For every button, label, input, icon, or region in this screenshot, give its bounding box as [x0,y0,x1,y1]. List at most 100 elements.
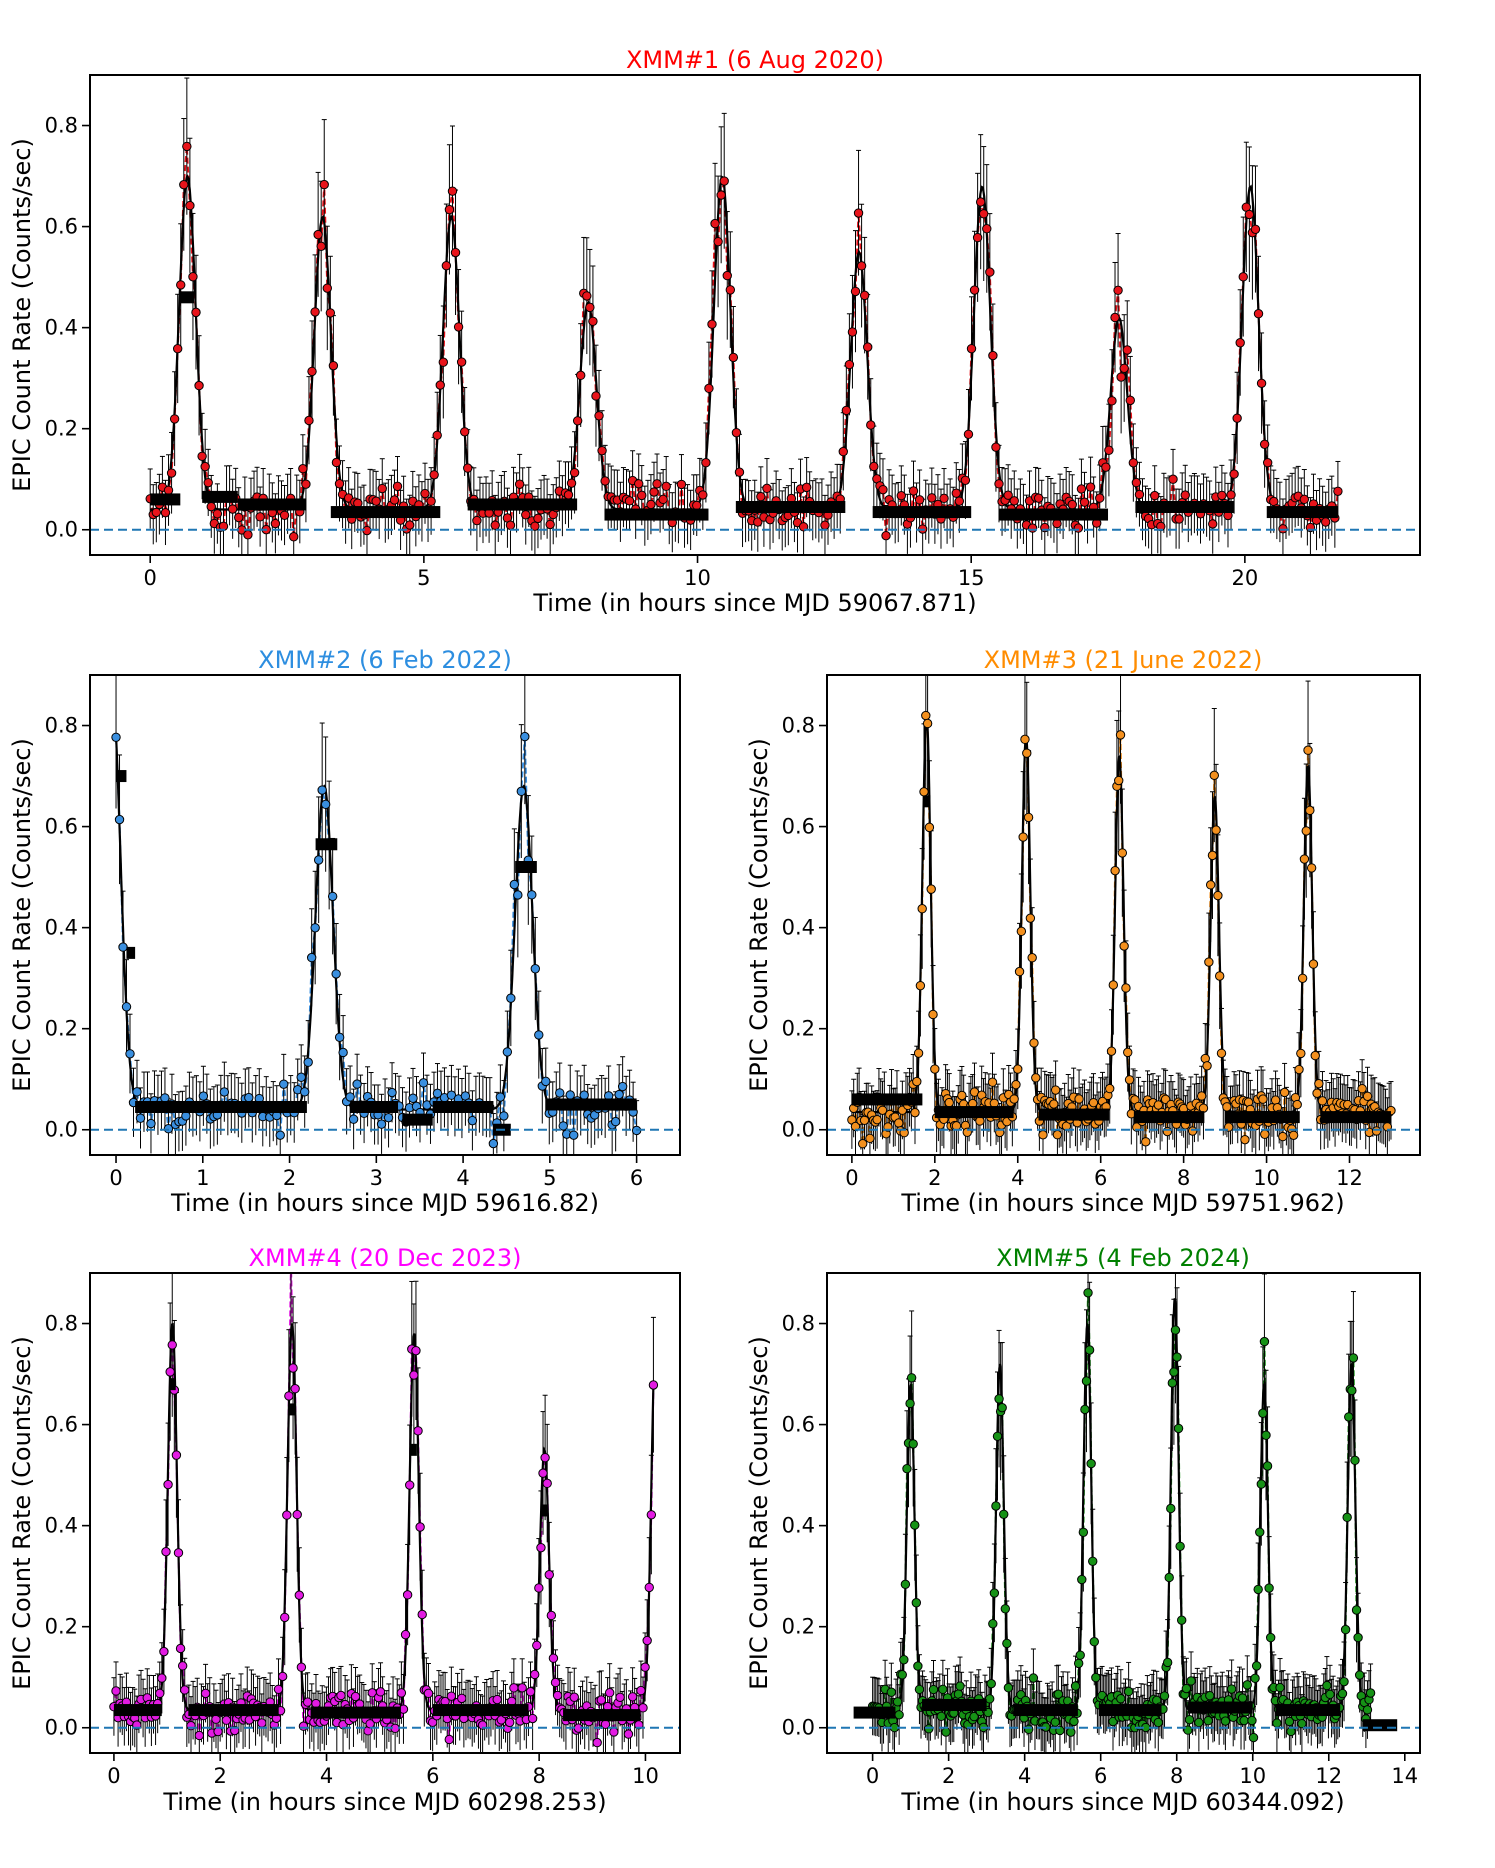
data-point [545,519,555,530]
data-point [722,270,732,281]
data-point [594,411,604,421]
binned-block [853,1706,896,1719]
data-point [298,464,308,474]
data-point [753,517,763,527]
data-point [1106,1046,1117,1056]
y-tick-label: 0.6 [45,215,78,239]
x-tick-label: 1 [196,1166,209,1190]
data-point [838,446,848,457]
data-point [427,1717,438,1728]
data-point [492,1694,502,1705]
data-point [1052,1130,1063,1140]
x-axis-label: Time (in hours since MJD 59616.82) [170,1189,599,1217]
data-point [1239,1715,1249,1726]
data-point [853,208,864,218]
data-point [336,1690,346,1701]
data-point [392,481,403,492]
data-point [200,1688,211,1699]
data-point [175,1643,186,1654]
data-point [171,1450,182,1460]
data-point [1262,457,1273,468]
data-point [1162,1126,1173,1137]
data-point [1069,1716,1079,1727]
data-point [1235,338,1245,348]
data-point [841,405,852,416]
data-point [1250,224,1261,234]
data-point [728,352,739,363]
data-point [423,1688,434,1699]
data-point [914,1684,925,1695]
data-point [1166,1503,1176,1514]
x-tick-label: 14 [1391,1764,1418,1788]
data-point [180,1685,190,1695]
data-point [1339,1676,1349,1687]
data-point [544,1570,554,1580]
data-point [444,1734,454,1745]
binned-block [350,1101,399,1113]
data-point [899,1655,909,1665]
data-point [1196,1091,1207,1101]
data-point [157,1673,167,1683]
data-point [160,507,171,518]
binned-block [432,1704,529,1717]
data-point [913,1661,923,1671]
data-point [960,475,971,485]
data-point [652,479,662,489]
data-point [634,479,644,489]
data-point [527,890,537,900]
data-point [327,891,338,902]
data-point [194,380,204,391]
data-point [161,1546,171,1557]
data-point [1256,378,1267,389]
data-point [1217,490,1227,501]
binned-block [116,770,127,783]
binned-block [135,1101,307,1113]
data-point [194,1730,205,1741]
y-tick-label: 0.0 [45,1716,78,1740]
x-tick-label: 10 [1253,1166,1280,1190]
x-tick-label: 8 [1177,1166,1190,1190]
data-point [1074,1094,1084,1104]
data-point [1205,880,1216,890]
data-point [982,224,992,234]
data-point [1134,489,1145,500]
data-point [731,427,742,438]
data-point [617,1081,628,1092]
x-axis-label: Time (in hours since MJD 60344.092) [900,1788,1344,1816]
data-point [212,509,223,519]
data-point [277,1671,288,1682]
data-point [408,1093,418,1103]
data-point [1108,980,1119,990]
data-point [1003,1683,1014,1693]
data-point [546,1610,557,1621]
data-point [988,1619,998,1629]
data-point [432,430,442,440]
data-point [878,484,888,495]
data-point [1325,1689,1335,1700]
data-point [1204,957,1214,967]
x-tick-label: 2 [283,1166,296,1190]
x-tick-label: 2 [942,1764,955,1788]
data-point [1205,1690,1215,1701]
data-point [969,285,980,295]
data-point [1170,1325,1181,1335]
data-point [1176,1615,1187,1625]
data-point [303,1057,313,1067]
data-point [345,1092,355,1102]
data-point [1251,1661,1262,1671]
y-tick-label: 0.8 [782,1312,815,1336]
data-point [924,1724,934,1734]
data-point [957,1090,967,1101]
panel-title: XMM#4 (20 Dec 2023) [249,1244,522,1272]
x-axis-label: Time (in hours since MJD 59751.962) [900,1189,1344,1217]
data-point [525,1687,536,1697]
x-tick-label: 4 [1011,1166,1024,1190]
data-point [897,1670,907,1680]
data-point [227,504,238,514]
binned-block [467,498,578,511]
data-point [1294,1064,1304,1075]
data-point [820,520,830,530]
binned-block [545,1098,637,1111]
data-point [203,477,213,488]
